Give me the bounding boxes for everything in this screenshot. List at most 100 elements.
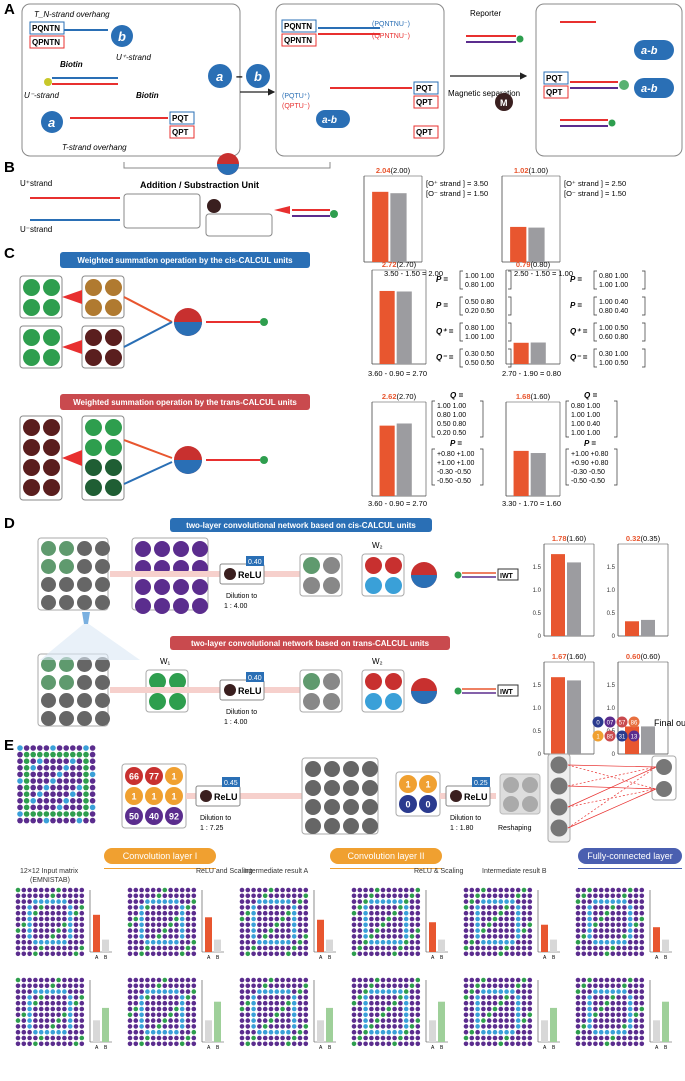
sample-cell [604,1018,610,1023]
sample-cell [67,893,73,899]
kernel-cell [145,807,163,825]
input-cell [17,778,23,784]
w-cell [192,541,208,557]
sample-cell [392,928,397,933]
sample-cell [639,916,645,922]
sample-cell [33,977,38,983]
matrix-row: -0.30 -0.50 [437,469,471,476]
sample-cell [79,1029,85,1035]
input-cell [23,804,30,811]
input-cell [89,778,96,784]
sample-cell [127,910,133,916]
sample-cell [62,1000,67,1006]
sample-cell [639,887,645,893]
sample-cell [357,939,363,945]
matrix-row: +1.00 +0.80 [571,451,608,458]
sample-cell [593,995,598,1000]
sample-cell [380,995,386,1000]
sample-cell [639,893,645,899]
sample-cell [521,910,527,916]
sample-cell [162,1035,168,1041]
sample-cell [44,1006,50,1012]
sample-cell [145,1006,150,1012]
sample-cell [498,1029,504,1035]
sample-cell [297,922,303,928]
sample-cell [50,995,56,1000]
sample-cell [587,887,592,893]
sample-cell [593,945,598,951]
fluor-dot [454,687,462,695]
head-bold: 0.32 [626,534,641,543]
sample-cell [21,916,27,922]
sample-cell [274,1000,280,1006]
sample-cell [409,899,415,904]
sample-cell [145,934,150,939]
intermediate-b-grid: Reshaping [498,773,541,832]
sample-cell [239,934,245,939]
input-cell [50,784,56,791]
sample-cell [515,983,521,989]
sample-cell [627,1012,633,1018]
sample-cell [44,910,50,916]
sample-cell [257,939,262,945]
sample-cell [521,1029,527,1035]
sample-cell [627,905,633,910]
sample-cell [38,989,44,994]
sample-cell [515,916,521,922]
sample-cell [380,905,386,910]
a-cell [77,577,92,592]
sample-cell [610,989,616,994]
sample-cell [133,893,139,899]
caption-input: 12×12 Input matrix [20,868,79,875]
input-cell [63,758,69,764]
sample-cell [351,905,357,910]
sample-cell [239,928,245,933]
sample-cell [604,1006,610,1012]
sample-cell [386,1012,392,1018]
sample-cell [622,1041,627,1047]
mini-bar [653,927,660,952]
sample-cell [403,983,409,989]
sample-cell [262,934,268,939]
sample-cell [575,1012,581,1018]
mini-bar [541,924,548,952]
d-trans-title: two-layer convolutional network based on… [191,639,430,648]
sample-cell [486,977,492,983]
relu-label: ReLU [214,792,238,802]
sample-cell [598,934,604,939]
sample-cell [79,983,85,989]
sample-cell [463,905,469,910]
input-cell [17,798,23,804]
sample-cell [463,1000,469,1006]
sample-cell [73,910,79,916]
sample-cell [145,1000,150,1006]
sample-cell [286,1029,291,1035]
sample-cell [162,922,168,928]
panel-letter-d: D [4,515,15,532]
strand-line [123,296,173,323]
sample-cell [639,922,645,928]
matrix-row: +0.90 +0.80 [571,460,608,467]
input-cell [43,778,50,784]
sample-cell [380,1029,386,1035]
sample-cell [162,951,168,957]
sample-cell [409,995,415,1000]
sample-cell [280,945,285,951]
a-cell [41,675,56,690]
sample-cell [581,922,587,928]
sample-cell [510,1024,515,1029]
sample-cell [15,983,21,989]
sample-cell [498,910,504,916]
sample-cell [274,934,280,939]
sample-cell [627,916,633,922]
input-cell [83,817,89,824]
sample-cell [33,1029,38,1035]
sample-cell [286,928,291,933]
bar [390,193,407,262]
sample-cell [21,945,27,951]
sample-cell [486,1012,492,1018]
sample-cell [415,1012,421,1018]
sample-cell [510,928,515,933]
kernel-cell [165,807,183,825]
sample-cell [357,951,363,957]
